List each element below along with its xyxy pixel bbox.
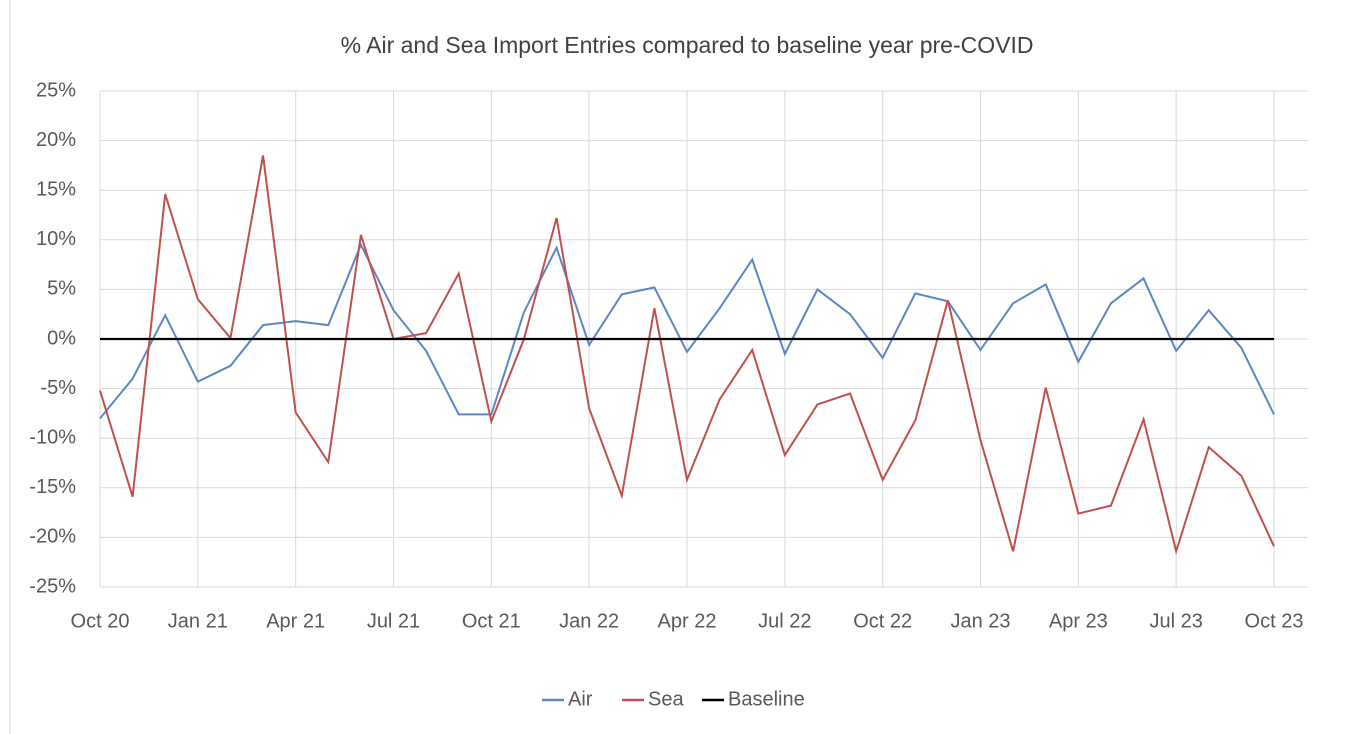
x-tick-label: Apr 23 bbox=[1049, 610, 1108, 632]
chart-title: % Air and Sea Import Entries compared to… bbox=[341, 32, 1034, 58]
series-line bbox=[99, 242, 1275, 419]
y-tick-label: -5% bbox=[40, 377, 76, 399]
y-tick-label: 0% bbox=[47, 327, 76, 349]
series-line bbox=[99, 155, 1275, 555]
y-tick-label: 15% bbox=[36, 178, 76, 200]
y-tick-label: 5% bbox=[47, 278, 76, 300]
x-tick-label: Jan 23 bbox=[950, 610, 1010, 632]
x-tick-label: Oct 23 bbox=[1245, 610, 1304, 632]
legend-label: Baseline bbox=[728, 688, 805, 710]
legend-label: Sea bbox=[648, 688, 684, 710]
x-tick-label: Jul 21 bbox=[367, 610, 420, 632]
x-tick-label: Apr 21 bbox=[266, 610, 325, 632]
y-tick-label: 25% bbox=[36, 79, 76, 101]
y-tick-label: -15% bbox=[29, 476, 76, 498]
x-tick-label: Oct 20 bbox=[71, 610, 130, 632]
y-tick-label: -10% bbox=[29, 426, 76, 448]
x-tick-label: Apr 22 bbox=[658, 610, 717, 632]
y-tick-label: -20% bbox=[29, 526, 76, 548]
x-tick-label: Jul 23 bbox=[1149, 610, 1202, 632]
x-tick-label: Jan 21 bbox=[168, 610, 228, 632]
x-tick-label: Jan 22 bbox=[559, 610, 619, 632]
y-tick-label: 20% bbox=[36, 129, 76, 151]
x-tick-label: Jul 22 bbox=[758, 610, 811, 632]
x-tick-label: Oct 21 bbox=[462, 610, 521, 632]
legend-label: Air bbox=[568, 688, 593, 710]
y-tick-label: -25% bbox=[29, 575, 76, 597]
x-tick-label: Oct 22 bbox=[853, 610, 912, 632]
y-tick-label: 10% bbox=[36, 228, 76, 250]
